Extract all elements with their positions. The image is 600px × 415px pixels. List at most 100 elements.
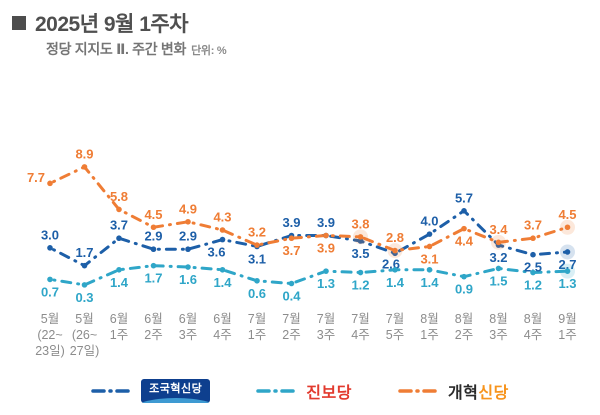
value-label: 0.9 bbox=[455, 282, 473, 297]
value-label: 7.7 bbox=[27, 170, 45, 185]
x-axis-label: 6월 bbox=[179, 312, 197, 326]
value-label: 1.4 bbox=[110, 275, 129, 290]
value-label: 4.5 bbox=[144, 207, 162, 222]
x-axis-label: 5월 bbox=[41, 312, 59, 326]
reform-label-black: 개혁 bbox=[447, 385, 479, 402]
x-axis-label: 4주 bbox=[351, 328, 369, 342]
x-axis-label: 9월 bbox=[558, 312, 576, 326]
data-point bbox=[185, 218, 191, 225]
data-point bbox=[254, 242, 260, 248]
value-label: 1.4 bbox=[213, 275, 232, 290]
legend-item-reform: 개혁신당 bbox=[398, 379, 509, 403]
x-axis-label: 4주 bbox=[524, 328, 542, 342]
value-label: 3.0 bbox=[41, 227, 59, 242]
x-axis-label: 5월 bbox=[75, 312, 93, 326]
chart-subtitle-row: 정당 지지도 Ⅱ. 주간 변화 단위: % bbox=[46, 39, 227, 59]
data-point bbox=[357, 269, 364, 276]
data-point bbox=[357, 234, 364, 240]
data-point bbox=[288, 235, 295, 242]
data-point bbox=[219, 227, 226, 233]
data-point bbox=[185, 264, 191, 270]
value-label: 3.5 bbox=[351, 246, 369, 261]
chart-legend: 조국혁신당 진보당 개혁신당 bbox=[0, 379, 600, 403]
reform-label-orange: 신당 bbox=[478, 385, 509, 402]
x-axis-label: 7월 bbox=[317, 312, 335, 326]
value-label: 2.9 bbox=[144, 229, 162, 244]
value-label: 4.9 bbox=[179, 201, 197, 216]
value-label: 3.9 bbox=[282, 215, 300, 230]
x-axis-label: 2주 bbox=[282, 328, 300, 342]
data-point bbox=[288, 280, 295, 287]
value-label: 1.3 bbox=[317, 276, 335, 291]
data-point bbox=[81, 282, 88, 288]
value-label: 1.2 bbox=[524, 278, 542, 293]
reform-line-sample bbox=[398, 389, 438, 393]
data-point bbox=[530, 235, 536, 242]
data-point bbox=[461, 273, 467, 280]
x-axis-label: 2주 bbox=[455, 328, 473, 342]
data-point bbox=[47, 180, 53, 187]
data-point bbox=[323, 232, 329, 239]
x-axis-label: (22~ bbox=[37, 328, 62, 342]
data-point bbox=[150, 246, 157, 253]
title-bullet-square bbox=[12, 16, 26, 30]
data-point bbox=[185, 246, 191, 253]
value-label: 3.7 bbox=[524, 218, 542, 233]
data-point bbox=[426, 266, 433, 273]
value-label: 3.4 bbox=[489, 222, 508, 237]
line-chart: 3.01.73.72.9 2.93.6 3.13.9 3.93.52.64.05.73… bbox=[27, 146, 577, 358]
value-label: 1.3 bbox=[558, 276, 576, 291]
data-point bbox=[495, 239, 502, 246]
x-axis-label: 1주 bbox=[110, 328, 128, 342]
x-axis-label: 1주 bbox=[420, 328, 438, 342]
chart-subtitle: 정당 지지도 Ⅱ. 주간 변화 bbox=[46, 41, 187, 57]
legend-item-jinbo: 진보당 bbox=[256, 379, 352, 403]
value-label: 3.2 bbox=[248, 225, 266, 240]
data-point bbox=[116, 266, 122, 273]
legend-item-joguk: 조국혁신당 bbox=[91, 379, 211, 403]
value-label: 5.8 bbox=[110, 189, 128, 204]
x-axis-label: 27일) bbox=[70, 344, 100, 358]
value-label: 3.9 bbox=[317, 240, 335, 255]
value-label: 2.5 bbox=[524, 260, 542, 275]
x-axis-label: 23일) bbox=[35, 344, 65, 358]
data-point bbox=[461, 225, 467, 232]
data-point bbox=[219, 236, 226, 243]
x-axis-label: 8월 bbox=[455, 312, 473, 326]
data-point bbox=[219, 266, 226, 273]
value-label: 0.4 bbox=[282, 289, 301, 304]
value-label: 1.5 bbox=[489, 273, 507, 288]
x-axis-label: 7월 bbox=[282, 312, 300, 326]
data-point bbox=[495, 265, 502, 272]
value-label: 8.9 bbox=[75, 146, 93, 161]
data-point bbox=[323, 268, 329, 274]
data-point bbox=[116, 206, 122, 213]
unit-label: 단위: % bbox=[191, 45, 227, 57]
data-point bbox=[461, 207, 467, 214]
value-label: 4.3 bbox=[213, 210, 231, 225]
data-point bbox=[254, 277, 260, 284]
x-axis-label: (26~ bbox=[72, 328, 97, 342]
value-label: 1.7 bbox=[144, 271, 162, 286]
value-label: 0.7 bbox=[41, 284, 59, 299]
page-title: 2025년 9월 1주차 bbox=[35, 13, 189, 36]
value-label: 1.6 bbox=[179, 272, 197, 287]
joguk-line-sample bbox=[91, 389, 131, 393]
data-point bbox=[564, 268, 571, 274]
x-axis-label: 8월 bbox=[420, 312, 438, 326]
value-label: 5.7 bbox=[455, 190, 473, 205]
x-axis-label: 1주 bbox=[558, 328, 576, 342]
x-axis-label: 4주 bbox=[213, 328, 231, 342]
value-label: 1.4 bbox=[420, 275, 439, 290]
data-point bbox=[564, 249, 571, 255]
x-axis-label: 6월 bbox=[110, 312, 128, 326]
value-label: 3.9 bbox=[317, 215, 335, 230]
value-label: 1.2 bbox=[351, 278, 369, 293]
value-label: 4.5 bbox=[558, 207, 576, 222]
x-axis-label: 2주 bbox=[144, 328, 162, 342]
value-label: 2.7 bbox=[558, 257, 576, 272]
value-label: 3.1 bbox=[248, 251, 266, 266]
x-axis-label: 1주 bbox=[248, 328, 266, 342]
x-axis-label: 5주 bbox=[386, 328, 404, 342]
